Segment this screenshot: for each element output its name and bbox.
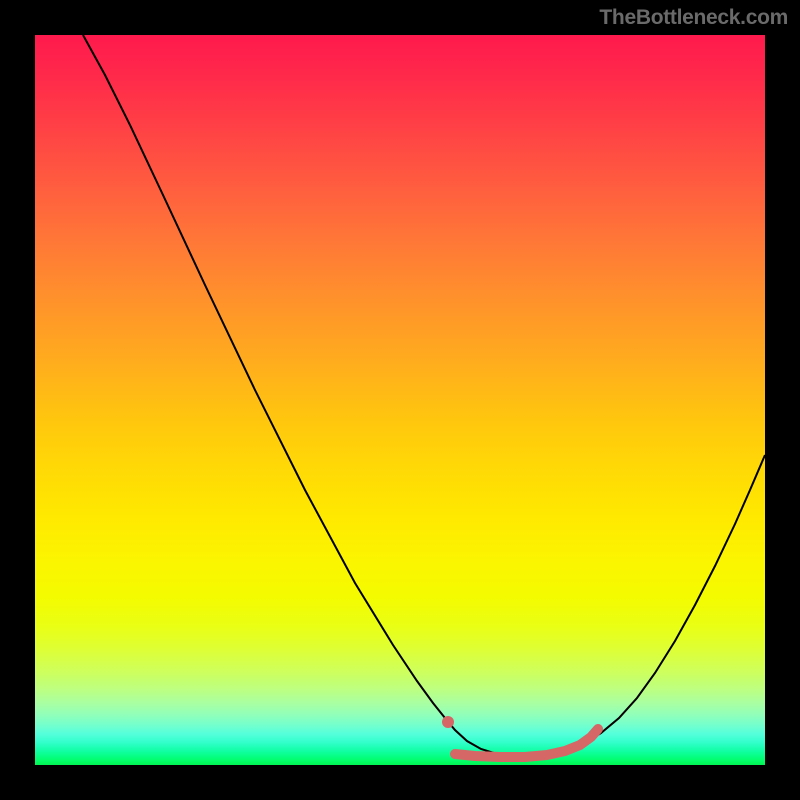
bottleneck-curve xyxy=(83,35,765,756)
curve-svg xyxy=(35,35,765,765)
chart-container: TheBottleneck.com xyxy=(0,0,800,800)
plot-area xyxy=(35,35,765,765)
watermark-text: TheBottleneck.com xyxy=(599,6,788,30)
overlay-dot xyxy=(442,716,454,728)
overlay-highlight xyxy=(455,729,598,757)
